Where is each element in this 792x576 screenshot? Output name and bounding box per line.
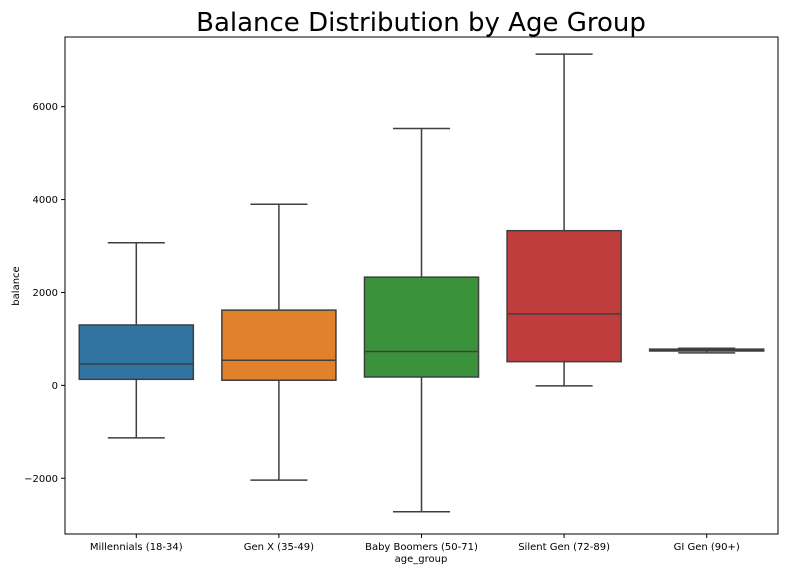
box-group xyxy=(648,347,765,354)
box-group xyxy=(221,203,337,481)
x-tick-label: Baby Boomers (50-71) xyxy=(365,542,478,553)
box-group xyxy=(363,127,480,513)
y-tick-label: −2000 xyxy=(24,474,58,485)
y-axis-label: balance xyxy=(11,266,22,305)
iqr-box xyxy=(363,276,480,378)
y-axis-ticks: −2000 0 2000 4000 6000 xyxy=(24,102,65,485)
y-tick-label: 4000 xyxy=(33,195,58,206)
x-tick-label: Silent Gen (72-89) xyxy=(518,542,610,553)
chart-title: Balance Distribution by Age Group xyxy=(196,8,646,38)
x-tick-label: Millennials (18-34) xyxy=(90,542,183,553)
iqr-box xyxy=(78,324,195,381)
iqr-box xyxy=(506,229,622,363)
x-axis-ticks: Millennials (18-34) Gen X (35-49) Baby Boo… xyxy=(90,534,740,553)
iqr-box xyxy=(221,309,337,382)
x-axis-label: age_group xyxy=(395,554,448,565)
y-tick-label: 2000 xyxy=(33,288,58,299)
y-tick-label: 0 xyxy=(52,381,58,392)
x-tick-label: GI Gen (90+) xyxy=(674,542,740,553)
box-group xyxy=(506,53,622,387)
plot-area xyxy=(78,53,765,513)
plot-frame xyxy=(64,36,779,535)
y-tick-label: 6000 xyxy=(33,102,58,113)
x-tick-label: Gen X (35-49) xyxy=(244,542,314,553)
box-group xyxy=(78,242,195,439)
